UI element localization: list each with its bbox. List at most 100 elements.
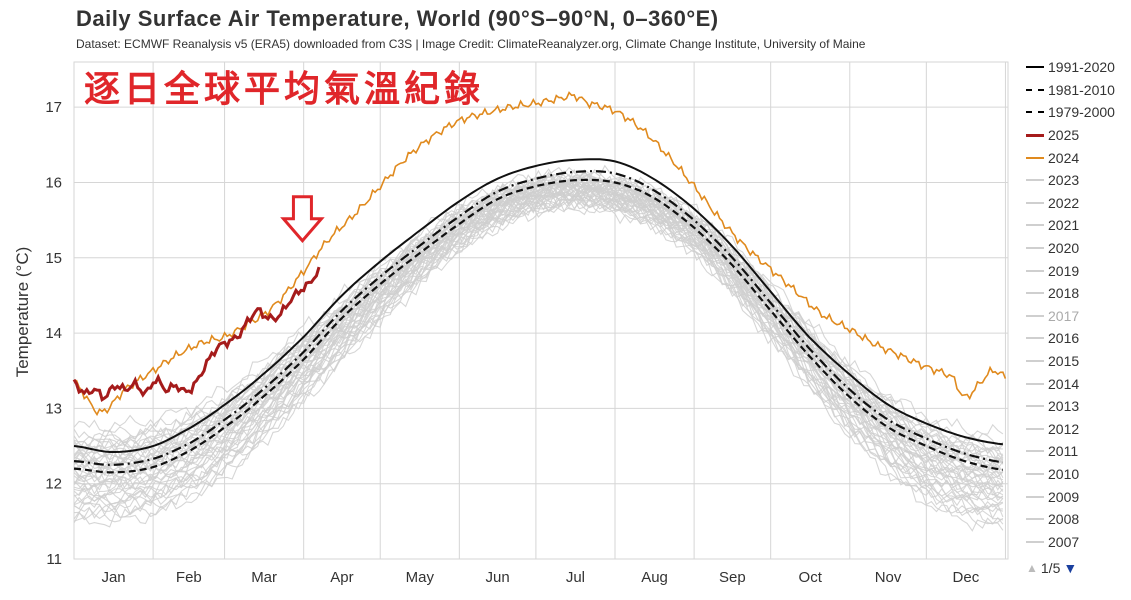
grey-year-line [74,193,1004,510]
grey-year-line [74,181,1004,491]
legend-swatch [1026,156,1044,159]
legend-swatch [1026,269,1044,272]
legend-item-2007[interactable]: 2007 [1026,530,1126,553]
legend-label: 2013 [1048,398,1080,415]
grey-year-line [74,187,1004,496]
legend-label: 1991-2020 [1048,59,1115,76]
legend-swatch [1026,495,1044,498]
grey-year-line [74,179,1004,479]
legend-label: 2018 [1048,285,1080,302]
legend-item-2013[interactable]: 2013 [1026,395,1126,418]
legend-pager[interactable]: ▲ 1/5 ▼ [1026,560,1077,576]
legend-swatch [1026,66,1044,69]
legend-label: 2024 [1048,149,1080,166]
legend-item-2014[interactable]: 2014 [1026,372,1126,395]
x-tick-label: Nov [875,569,902,586]
series-line-1979-2000 [73,178,1004,474]
grey-year-line [74,169,1003,455]
grid-lines [73,61,1009,560]
legend-item-2011[interactable]: 2011 [1026,440,1126,463]
legend-swatch [1026,360,1044,363]
legend-swatch [1026,88,1044,91]
grey-year-line [74,171,1004,464]
y-tick-label: 12 [45,476,62,493]
series-line-2024 [73,91,1007,417]
x-tick-label: Jan [101,569,125,586]
plot-frame [73,61,1009,560]
y-tick-label: 14 [45,325,62,342]
legend-swatch [1026,201,1044,204]
legend-item-2023[interactable]: 2023 [1026,169,1126,192]
series-line-2025 [72,266,321,402]
legend-item-2010[interactable]: 2010 [1026,463,1126,486]
legend-label: 2019 [1048,262,1080,279]
legend-swatch [1026,472,1044,475]
legend-swatch [1026,337,1044,340]
legend-item-2022[interactable]: 2022 [1026,192,1126,215]
grey-year-line [74,174,1004,464]
grey-year-line [74,187,1004,500]
legend-item-2008[interactable]: 2008 [1026,508,1126,531]
legend-swatch [1026,247,1044,250]
y-tick-label: 17 [45,99,62,116]
x-tick-label: Jul [566,569,585,586]
x-tick-labels: Jan Feb Mar Apr May Jun Jul Aug Sep Oct Nov Dec [101,569,979,586]
grey-year-line [74,197,1004,525]
legend-label: 2011 [1048,443,1079,460]
legend-swatch [1026,133,1044,137]
series-line-1991-2020 [73,158,1004,453]
x-tick-label: Feb [176,569,202,586]
legend-swatch [1026,450,1044,453]
x-tick-label: Sep [719,569,746,586]
legend-swatch [1026,427,1044,430]
legend-swatch [1026,179,1044,182]
legend-item-2025[interactable]: 2025 [1026,124,1126,147]
legend-item-2016[interactable]: 2016 [1026,327,1126,350]
x-tick-label: Apr [330,569,353,586]
legend-label: 2016 [1048,330,1080,347]
series-line-1981-2010 [73,170,1004,467]
legend-item-1981-2010[interactable]: 1981-2010 [1026,79,1126,102]
legend-item-2019[interactable]: 2019 [1026,259,1126,282]
legend-item-2012[interactable]: 2012 [1026,418,1126,441]
legend-item-1979-2000[interactable]: 1979-2000 [1026,101,1126,124]
y-tick-label: 16 [45,174,62,191]
legend: 1991-2020 1981-2010 1979-2000 2025 2024 2023 2… [1026,56,1126,553]
legend-label: 2012 [1048,420,1080,437]
grey-year-line [74,195,1003,519]
legend-item-2021[interactable]: 2021 [1026,214,1126,237]
legend-label: 2007 [1048,533,1080,550]
legend-swatch [1026,292,1044,295]
y-tick-label: 13 [45,400,62,417]
pager-up-icon[interactable]: ▲ [1026,561,1038,575]
legend-label: 2015 [1048,353,1080,370]
chart-title: Daily Surface Air Temperature, World (90… [76,6,719,31]
legend-swatch [1026,314,1044,317]
legend-label: 2009 [1048,488,1080,505]
legend-label: 2021 [1048,217,1080,234]
legend-swatch [1026,382,1044,385]
legend-item-2018[interactable]: 2018 [1026,282,1126,305]
y-tick-label: 15 [45,250,62,267]
legend-label: 2008 [1048,511,1080,528]
legend-swatch [1026,111,1044,114]
legend-item-2020[interactable]: 2020 [1026,237,1126,260]
legend-item-2015[interactable]: 2015 [1026,350,1126,373]
x-tick-label: Mar [251,569,277,586]
arrow-shape [280,195,325,244]
highlight-lines [72,91,1007,474]
legend-label: 1981-2010 [1048,81,1115,98]
legend-item-2024[interactable]: 2024 [1026,146,1126,169]
grey-year-line [74,198,1004,529]
x-tick-label: Oct [799,569,823,586]
legend-item-2017[interactable]: 2017 [1026,305,1126,328]
legend-item-2009[interactable]: 2009 [1026,485,1126,508]
legend-item-1991-2020[interactable]: 1991-2020 [1026,56,1126,79]
legend-label: 2020 [1048,240,1080,257]
pager-down-icon[interactable]: ▼ [1063,560,1078,576]
legend-swatch [1026,405,1044,408]
y-tick-labels: 11 12 13 14 15 16 17 [45,99,62,568]
x-tick-label: Dec [953,569,980,586]
overlay-title: 逐日全球平均氣溫紀錄 [84,69,485,110]
